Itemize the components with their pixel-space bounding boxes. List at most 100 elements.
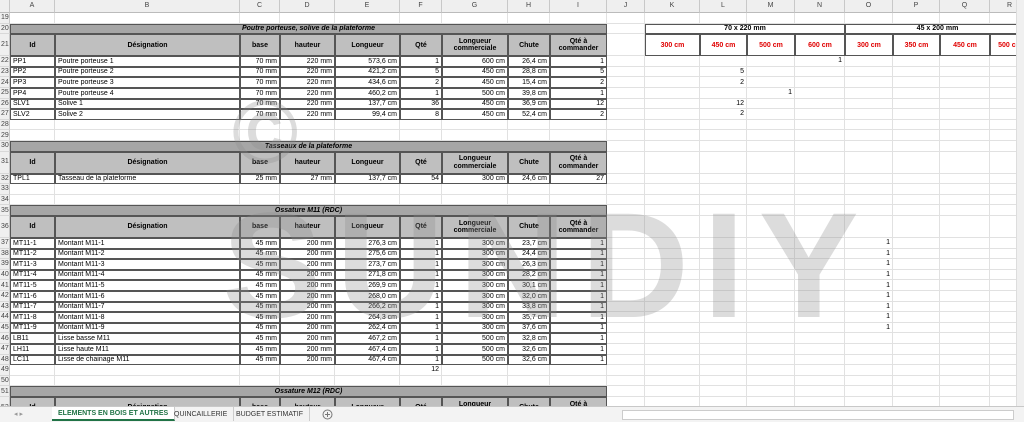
cell[interactable] (893, 109, 940, 120)
cell[interactable] (990, 184, 1016, 195)
cell[interactable] (607, 312, 645, 323)
cell[interactable] (747, 109, 795, 120)
column-header[interactable]: N (795, 0, 845, 13)
cell[interactable]: 1 (400, 312, 442, 323)
cell[interactable] (845, 141, 893, 152)
cell[interactable]: 300 cm (442, 301, 508, 313)
cell[interactable]: 2 (550, 77, 607, 88)
cell[interactable] (795, 194, 845, 206)
cell[interactable] (700, 354, 747, 366)
cell[interactable]: 300 cm (442, 173, 508, 185)
cell[interactable] (795, 141, 845, 152)
cell[interactable] (240, 194, 280, 206)
cell[interactable] (940, 301, 990, 313)
cell[interactable] (645, 184, 700, 195)
cell[interactable]: 450 cm (442, 66, 508, 78)
cell[interactable] (645, 205, 700, 216)
cell[interactable] (795, 109, 845, 120)
cell[interactable] (893, 130, 940, 141)
column-title[interactable]: Qté à commander (550, 397, 607, 406)
cell[interactable] (700, 141, 747, 152)
cell[interactable] (335, 365, 400, 376)
cell[interactable] (645, 216, 700, 238)
cell[interactable] (607, 119, 645, 131)
cell[interactable] (607, 141, 645, 152)
cell[interactable]: PP1 (10, 56, 55, 67)
cell[interactable] (893, 248, 940, 260)
cell[interactable] (607, 13, 645, 24)
cell[interactable] (645, 333, 700, 344)
cell[interactable] (747, 56, 795, 67)
cell[interactable] (795, 269, 845, 281)
cell[interactable]: 1 (400, 248, 442, 260)
cell[interactable] (240, 184, 280, 195)
cell[interactable] (240, 130, 280, 141)
column-header[interactable]: E (335, 0, 400, 13)
column-title[interactable]: Id (10, 216, 55, 238)
cell[interactable] (400, 194, 442, 206)
cell[interactable]: LH11 (10, 344, 55, 355)
cell[interactable] (645, 365, 700, 376)
row-header[interactable]: 51 (0, 386, 10, 397)
row-header[interactable]: 47 (0, 344, 10, 355)
cell[interactable] (645, 238, 700, 249)
cell[interactable] (442, 184, 508, 195)
cell[interactable] (990, 270, 1016, 281)
cell[interactable] (940, 344, 990, 355)
cell[interactable] (550, 365, 607, 376)
cell[interactable] (845, 109, 893, 120)
cell[interactable] (845, 77, 893, 88)
cell[interactable] (940, 141, 990, 152)
cell[interactable] (700, 13, 747, 24)
cell[interactable]: 1 (400, 56, 442, 67)
cell[interactable]: 5 (400, 66, 442, 78)
cell[interactable]: 8 (400, 109, 442, 120)
cell[interactable] (940, 184, 990, 195)
cell[interactable] (747, 291, 795, 302)
cell[interactable] (747, 365, 795, 376)
cell[interactable] (607, 109, 645, 120)
row-header[interactable]: 25 (0, 88, 10, 99)
cell[interactable]: 450 cm (442, 77, 508, 88)
cell[interactable] (990, 355, 1016, 366)
cell[interactable] (940, 13, 990, 24)
cell[interactable]: 30,1 cm (508, 280, 550, 291)
row-header[interactable]: 26 (0, 98, 10, 110)
cell[interactable] (700, 216, 747, 238)
cell[interactable] (795, 280, 845, 291)
column-title[interactable]: Longueur commerciale (442, 151, 508, 174)
column-header[interactable]: L (700, 0, 747, 13)
cell[interactable]: 300 cm (442, 312, 508, 323)
cell[interactable] (645, 259, 700, 270)
cell[interactable]: 300 cm (442, 269, 508, 281)
cell[interactable]: 27 (550, 173, 607, 185)
cell[interactable] (795, 397, 845, 406)
cell[interactable]: 25 mm (240, 173, 280, 185)
cell[interactable]: 450 cm (442, 98, 508, 110)
column-title[interactable]: Longueur (335, 34, 400, 57)
column-header[interactable]: C (240, 0, 280, 13)
cell[interactable]: 45 mm (240, 269, 280, 281)
cell[interactable] (795, 184, 845, 195)
cell[interactable] (747, 354, 795, 366)
cell[interactable] (240, 119, 280, 131)
cell[interactable]: 1 (550, 280, 607, 291)
cell[interactable] (645, 66, 700, 78)
cell[interactable]: 137,7 cm (335, 173, 400, 185)
cell[interactable] (845, 119, 893, 131)
cell[interactable] (747, 13, 795, 24)
cell[interactable] (747, 130, 795, 141)
column-title[interactable]: base (240, 397, 280, 406)
cell[interactable] (747, 269, 795, 281)
cell[interactable]: MT11-8 (10, 312, 55, 323)
cell[interactable] (747, 312, 795, 323)
cell[interactable] (940, 386, 990, 397)
column-header[interactable]: M (747, 0, 795, 13)
cell[interactable] (747, 216, 795, 238)
cell[interactable] (795, 322, 845, 334)
cell[interactable]: 600 cm (442, 56, 508, 67)
cell[interactable] (893, 141, 940, 152)
cell[interactable]: 1 (845, 322, 893, 334)
cell[interactable]: 70 mm (240, 88, 280, 99)
cell[interactable] (645, 141, 700, 152)
